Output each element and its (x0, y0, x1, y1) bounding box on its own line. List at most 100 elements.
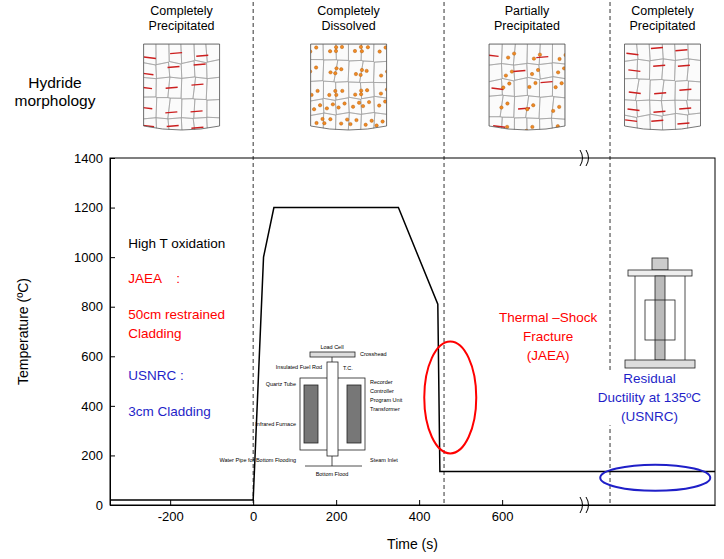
hydride-platelet (194, 64, 206, 65)
hydride-platelet (170, 53, 182, 54)
grain (688, 113, 701, 134)
highlight-ellipse (424, 341, 476, 453)
grain (650, 100, 663, 116)
dissolved-hydrogen (560, 82, 563, 85)
dissolved-hydrogen (340, 45, 343, 48)
x-tick-label: -200 (158, 509, 184, 524)
grain (687, 100, 701, 114)
annotation-line: JAEA : (128, 271, 180, 286)
inset-label: Recorder (370, 379, 393, 385)
y-tick-label: 800 (81, 299, 103, 314)
dissolved-hydrogen (353, 49, 356, 52)
annotation-background (126, 367, 186, 384)
grain (649, 44, 663, 61)
hydride-platelet (140, 87, 152, 89)
dissolved-hydrogen (355, 118, 358, 121)
plot-area (110, 208, 715, 500)
dissolved-hydrogen (353, 93, 356, 96)
annotation: Thermal –ShockFracture(JAEA) (497, 309, 600, 364)
x-tick-label: 600 (492, 509, 514, 524)
inset-label: Transformer (370, 406, 400, 412)
y-tick-label: 600 (81, 349, 103, 364)
dissolved-hydrogen (558, 57, 561, 60)
dissolved-hydrogen (528, 85, 531, 88)
dissolved-hydrogen (531, 125, 534, 128)
grain (539, 44, 552, 65)
grain (501, 117, 514, 134)
grain (360, 61, 375, 83)
dissolved-hydrogen (512, 52, 515, 55)
grain (361, 44, 374, 62)
grain (206, 44, 220, 62)
grain (526, 96, 540, 119)
inset-part (625, 360, 695, 368)
grain (169, 61, 182, 78)
annotation-line: High T oxidation (128, 236, 225, 251)
morphology-label: Hydridemorphology (15, 74, 96, 109)
grain (513, 44, 527, 65)
phase-boundary (253, 2, 254, 505)
dissolved-hydrogen (312, 108, 315, 111)
y-tick-mark (110, 257, 115, 258)
grain (193, 117, 207, 134)
inset-apparatus (625, 258, 695, 368)
inset-label: Load Cell (320, 344, 343, 350)
axis-break (580, 497, 589, 513)
grain (675, 44, 689, 60)
hydride-platelet (513, 71, 525, 72)
annotation-background (126, 306, 227, 342)
y-tick-mark (110, 307, 115, 308)
annotation-background (596, 370, 703, 425)
grain (502, 44, 516, 65)
panel-outline (311, 44, 387, 130)
dissolved-hydrogen (328, 93, 331, 96)
grain (625, 100, 638, 118)
y-axis: 0200400600800100012001400 (74, 151, 115, 513)
grain (207, 117, 220, 134)
dissolved-hydrogen (337, 106, 340, 109)
inset-part (628, 270, 692, 276)
x-tick-label: 200 (326, 509, 348, 524)
grain (194, 60, 207, 78)
grain (514, 78, 527, 97)
dissolved-hydrogen (318, 104, 321, 107)
grain (335, 98, 349, 115)
dissolved-hydrogen (308, 70, 311, 73)
dissolved-hydrogen (345, 118, 348, 121)
dissolved-hydrogen (556, 71, 559, 74)
phase-boundary (444, 2, 445, 505)
hydride-platelet (196, 55, 208, 56)
grain (181, 61, 195, 79)
dissolved-hydrogen (334, 72, 337, 75)
inset-part (332, 456, 333, 466)
dissolved-hydrogen (334, 46, 337, 49)
annotation-line: Cladding (128, 326, 181, 341)
grain (649, 59, 663, 80)
dissolved-hydrogen (334, 89, 337, 92)
dissolved-hydrogen (314, 66, 317, 69)
hydride-platelet (541, 82, 553, 83)
dissolved-hydrogen (357, 101, 360, 104)
inset-part (635, 276, 636, 360)
grain (206, 77, 219, 100)
grain (323, 113, 336, 134)
inset-label: Bottom Flood (316, 471, 349, 477)
y-tick: 1400 (74, 151, 115, 166)
y-tick: 400 (81, 399, 115, 414)
annotation-line: Ductility at 135ºC (598, 390, 701, 405)
grain (501, 64, 514, 81)
inset-part (685, 276, 686, 360)
hydride-platelet (544, 131, 556, 132)
dissolved-hydrogen (379, 92, 382, 95)
y-axis-title: Temperature (ºC) (15, 278, 31, 385)
dissolved-hydrogen (506, 102, 509, 105)
dissolved-hydrogen (359, 92, 362, 95)
y-tick-label: 400 (81, 399, 103, 414)
y-axis-line (110, 159, 111, 506)
y-tick-mark (110, 158, 115, 159)
y-tick-label: 1000 (74, 250, 103, 265)
grain (194, 44, 207, 63)
hydride-platelet (487, 55, 499, 57)
hydride-platelet (144, 57, 156, 59)
grain (360, 82, 374, 98)
